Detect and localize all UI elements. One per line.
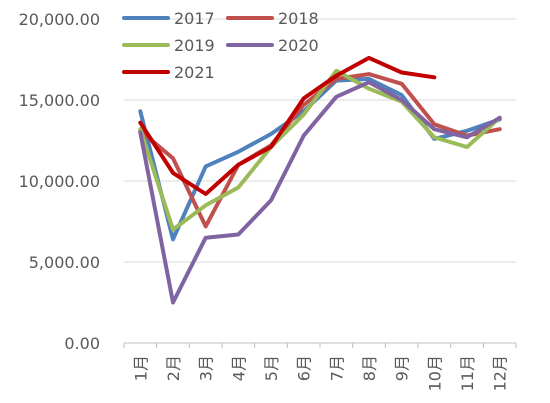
x-tick-label: 12月 xyxy=(491,355,510,391)
legend-label-2018: 2018 xyxy=(278,9,319,28)
x-tick-label: 7月 xyxy=(327,355,346,381)
y-tick-label: 5,000.00 xyxy=(29,253,100,272)
x-axis-tick-labels: 1月 2月 3月 4月 5月 6月 7月 8月 9月 10月 11月 12月 xyxy=(123,343,517,391)
x-tick-label: 1月 xyxy=(131,355,150,381)
y-axis-tick-labels: 0.00 5,000.00 10,000.00 15,000.00 20,000.00 xyxy=(19,10,100,353)
legend-label-2021: 2021 xyxy=(174,63,215,82)
x-tick-label: 8月 xyxy=(360,355,379,381)
legend: 2017 2018 2019 2020 2021 xyxy=(122,9,319,82)
legend-label-2020: 2020 xyxy=(278,36,319,55)
x-tick-label: 9月 xyxy=(393,355,412,381)
series-line-2021 xyxy=(138,55,437,196)
x-tick-label: 10月 xyxy=(425,355,444,391)
x-tick-label: 4月 xyxy=(229,355,248,381)
legend-label-2017: 2017 xyxy=(174,9,215,28)
y-tick-label: 15,000.00 xyxy=(19,91,100,110)
series-lines xyxy=(138,55,502,305)
x-tick-label: 3月 xyxy=(197,355,216,381)
x-tick-label: 6月 xyxy=(295,355,314,381)
x-tick-label: 2月 xyxy=(164,355,183,381)
x-tick-label: 11月 xyxy=(458,355,477,391)
legend-label-2019: 2019 xyxy=(174,36,215,55)
y-tick-label: 10,000.00 xyxy=(19,172,100,191)
series-line-2020 xyxy=(138,80,502,305)
series-line-2019 xyxy=(138,68,502,232)
y-tick-label: 0.00 xyxy=(64,334,100,353)
x-tick-label: 5月 xyxy=(262,355,281,381)
y-tick-label: 20,000.00 xyxy=(19,10,100,29)
